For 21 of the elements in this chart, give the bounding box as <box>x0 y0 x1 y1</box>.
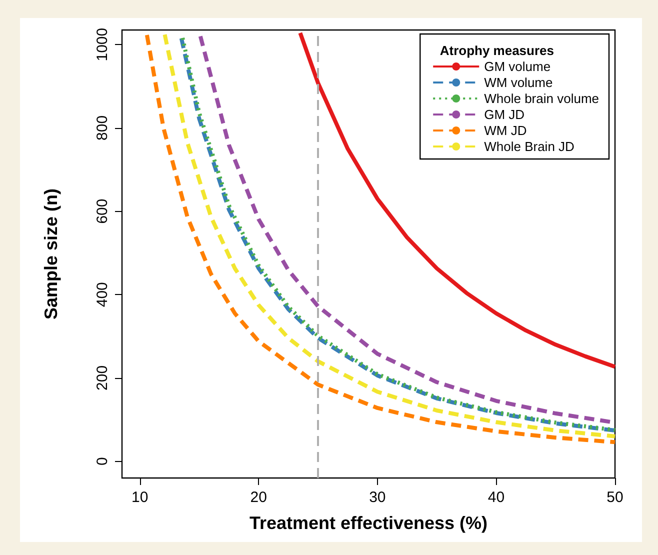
x-tick-label: 20 <box>250 489 267 506</box>
legend-title: Atrophy measures <box>440 43 554 58</box>
line-series <box>298 30 617 369</box>
legend-label: Whole brain volume <box>484 91 600 106</box>
legend-label: Whole Brain JD <box>484 139 574 154</box>
y-axis-title: Sample size (n) <box>41 188 61 320</box>
y-tick-label: 800 <box>94 115 111 140</box>
x-axis-title: Treatment effectiveness (%) <box>249 513 488 533</box>
y-tick-label: 1000 <box>94 28 111 62</box>
y-tick-label: 600 <box>94 198 111 224</box>
x-tick-label: 50 <box>606 489 624 506</box>
y-tick-label: 200 <box>94 365 111 390</box>
x-tick-label: 40 <box>488 489 505 506</box>
x-tick-label: 30 <box>369 489 386 506</box>
legend-label: WM JD <box>484 123 527 138</box>
x-tick-label: 10 <box>131 489 148 506</box>
y-tick-label: 400 <box>94 282 111 308</box>
legend-label: GM volume <box>484 59 551 74</box>
y-tick-label: 0 <box>94 457 111 466</box>
legend-label: WM volume <box>484 75 553 90</box>
legend-label: GM JD <box>484 107 525 122</box>
